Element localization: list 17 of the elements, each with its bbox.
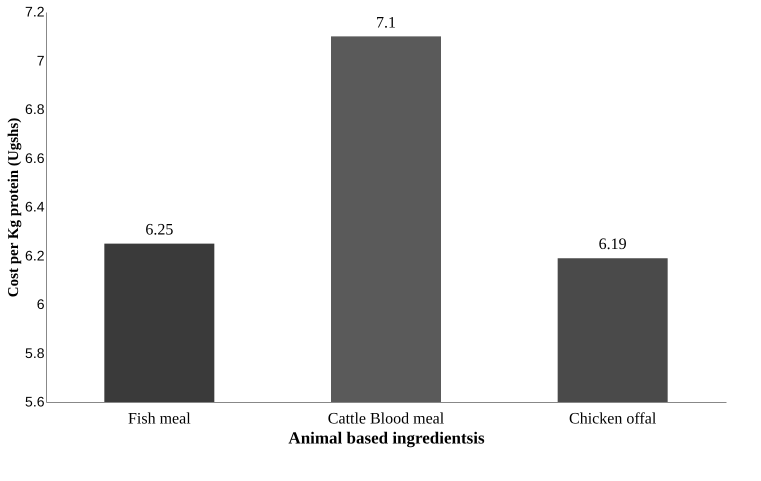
y-tick-label: 5.8 — [25, 344, 45, 361]
data-label: 6.19 — [598, 236, 627, 254]
y-tick-label: 6.8 — [25, 101, 45, 117]
y-tick-label: 6.4 — [25, 198, 45, 214]
y-tick-label: 5.6 — [25, 394, 45, 410]
y-axis-title: Cost per Kg protein (Ugshs) — [6, 118, 22, 298]
y-tick-label: 7 — [36, 52, 45, 68]
x-tick-label: Fish meal — [128, 410, 192, 428]
y-tick-label: 6.2 — [25, 247, 45, 264]
data-label: 6.25 — [145, 222, 174, 239]
y-tick-label: 7.2 — [25, 4, 45, 20]
data-label: 7.1 — [376, 14, 396, 32]
x-tick-label: Chicken offal — [569, 410, 657, 428]
y-tick-label: 6.6 — [25, 150, 45, 166]
x-tick-label: Cattle Blood meal — [328, 410, 445, 428]
x-axis-title: Animal based ingredientsis — [288, 428, 485, 448]
y-tick-label: 6 — [36, 296, 45, 312]
